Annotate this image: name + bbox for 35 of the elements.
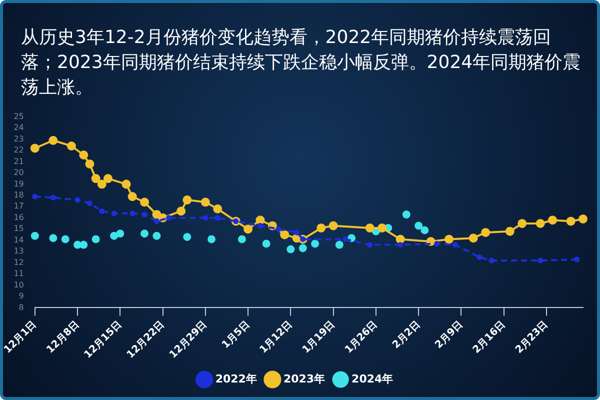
x-tick-label: 1月12日 [258,319,295,356]
y-tick-label: 18 [14,190,24,200]
y-tick-label: 15 [14,224,24,234]
y-tick-label: 8 [18,302,24,312]
y-tick-label: 11 [14,269,24,278]
legend-label: 2023年 [283,372,326,386]
y-tick-label: 17 [14,202,24,211]
legend-label: 2022年 [215,372,257,386]
x-tick-label: 1月26日 [343,319,380,356]
x-tick-label: 1月19日 [300,319,338,356]
y-tick-label: 25 [14,112,24,121]
chart-title: 从历史3年12-2月份猪价变化趋势看，2022年同期猪价持续震荡回落；2023年同期猪价结束持续下跌企稳小幅反弹。2024年同期猪价震荡上涨。 [20,26,582,100]
y-tick-label: 23 [14,134,24,144]
y-tick-label: 22 [14,146,24,155]
y-tick-label: 10 [14,280,24,290]
x-tick-label: 2月9日 [433,319,466,351]
x-tick-label: 2月2日 [390,319,423,351]
y-tick-label: 20 [14,168,24,178]
x-tick-label: 12月1日 [2,319,39,356]
y-tick-label: 9 [18,292,24,301]
legend-label: 2024年 [352,372,394,386]
x-tick-label: 12月29日 [168,319,210,361]
x-tick-label: 2月16日 [471,319,508,356]
y-tick-label: 13 [14,246,24,256]
x-tick-label: 2月23日 [514,319,550,356]
y-tick-label: 21 [14,156,24,166]
y-tick-label: 19 [14,179,24,188]
x-tick-label: 12月15日 [82,319,124,361]
x-tick-label: 12月8日 [44,319,82,356]
y-tick-label: 12 [14,258,24,267]
y-tick-label: 16 [14,212,24,222]
y-tick-label: 14 [14,235,24,244]
x-tick-label: 1月5日 [220,319,252,351]
x-tick-label: 12月22日 [125,319,167,361]
y-tick-label: 24 [14,123,24,132]
